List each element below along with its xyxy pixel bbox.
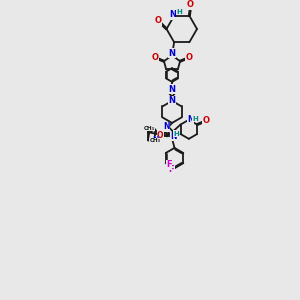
Text: N: N [169,10,176,19]
Text: F: F [169,165,174,174]
Text: N: N [163,122,170,131]
Text: N: N [152,136,158,145]
Text: N: N [171,132,177,141]
Text: O: O [185,53,193,62]
Text: O: O [202,116,209,125]
Text: O: O [187,0,194,9]
Text: N: N [169,49,176,58]
Text: H: H [176,9,182,15]
Text: H: H [193,116,199,122]
Text: F: F [166,160,172,169]
Text: N: N [169,85,176,94]
Text: H: H [173,130,179,136]
Text: O: O [155,16,162,26]
Text: CH₃: CH₃ [149,138,160,143]
Text: N: N [169,96,176,105]
Text: N: N [187,115,194,124]
Text: O: O [152,53,159,62]
Text: O: O [157,131,164,140]
Text: CH₃: CH₃ [144,126,155,131]
